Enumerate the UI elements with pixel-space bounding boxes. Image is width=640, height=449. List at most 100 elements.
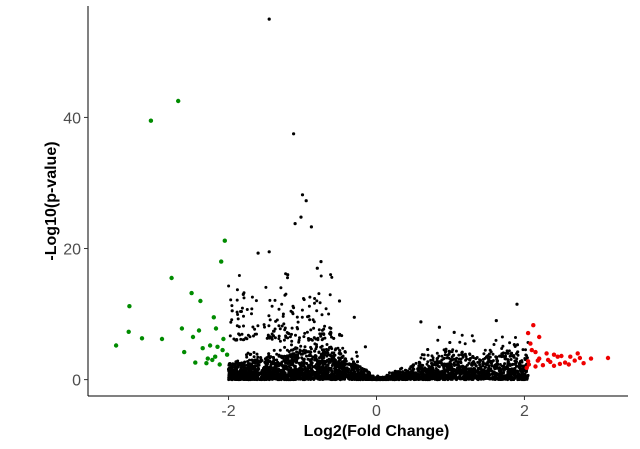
ns-point: [308, 373, 312, 377]
down-point: [207, 343, 213, 348]
ns-point: [227, 284, 231, 288]
ns-point: [283, 376, 287, 380]
ns-point: [455, 377, 459, 381]
ns-point: [518, 375, 522, 379]
ns-point: [524, 348, 527, 352]
down-point: [213, 354, 218, 359]
ns-point: [281, 312, 285, 316]
up-point: [551, 363, 557, 368]
ns-point: [492, 371, 496, 375]
x-tick-label: 0: [372, 403, 381, 420]
ns-point: [246, 351, 250, 355]
ns-point: [317, 350, 321, 354]
ns-point: [306, 377, 310, 381]
ns-point: [267, 314, 271, 318]
ns-point: [422, 373, 426, 377]
up-point: [533, 364, 538, 369]
ns-point: [311, 355, 315, 359]
y-tick-label: 40: [63, 110, 81, 127]
ns-point: [293, 374, 297, 378]
ns-point: [317, 377, 321, 381]
ns-point: [303, 345, 307, 349]
ns-point: [293, 378, 296, 381]
ns-point: [240, 332, 244, 336]
ns-point: [329, 273, 333, 277]
ns-point: [457, 353, 461, 357]
x-tick-label: -2: [221, 403, 235, 420]
ns-point: [447, 372, 451, 376]
ns-point: [319, 355, 323, 358]
ns-point: [306, 370, 309, 374]
ns-point: [248, 353, 252, 357]
ns-point: [464, 377, 467, 381]
ns-point: [277, 337, 281, 341]
up-point: [562, 360, 568, 365]
ns-point: [303, 331, 307, 335]
ns-point: [413, 376, 416, 380]
ns-point: [437, 354, 441, 358]
ns-point: [246, 374, 250, 378]
ns-point: [301, 349, 305, 353]
ns-point: [431, 358, 435, 362]
ns-point: [508, 354, 512, 358]
ns-point: [478, 363, 482, 367]
down-point: [190, 334, 196, 340]
up-point: [555, 354, 560, 359]
ns-point: [242, 324, 245, 328]
ns-point: [325, 343, 329, 346]
ns-point: [256, 324, 260, 328]
ns-point: [504, 351, 508, 355]
ns-point: [262, 367, 266, 371]
ns-point: [256, 355, 260, 359]
ns-point: [248, 362, 252, 366]
up-point: [540, 363, 546, 368]
ns-point: [400, 377, 404, 381]
ns-point: [328, 293, 332, 297]
ns-outlier-point: [437, 325, 441, 329]
ns-point: [318, 301, 322, 305]
ns-point: [330, 275, 334, 279]
ns-point: [460, 350, 464, 354]
ns-point: [313, 297, 317, 300]
up-point: [577, 355, 583, 361]
ns-point: [436, 378, 439, 382]
ns-point: [459, 360, 463, 364]
ns-point: [426, 371, 429, 374]
ns-point: [279, 373, 283, 376]
ns-point: [278, 339, 282, 343]
ns-point: [256, 366, 260, 370]
ns-point: [270, 361, 274, 365]
ns-point: [329, 330, 333, 334]
ns-point: [315, 309, 319, 313]
ns-point: [516, 350, 520, 354]
ns-point: [431, 363, 434, 367]
ns-point: [261, 373, 265, 377]
ns-point: [290, 310, 294, 314]
ns-point: [307, 364, 311, 368]
ns-point: [323, 353, 326, 357]
ns-point: [270, 332, 274, 336]
ns-point: [267, 370, 271, 374]
ns-point: [321, 359, 325, 362]
ns-point: [245, 308, 249, 311]
ns-point: [338, 357, 342, 361]
ns-point: [322, 372, 326, 376]
ns-point: [290, 326, 294, 330]
ns-point: [253, 374, 257, 378]
ns-outlier-point: [286, 273, 290, 277]
ns-point: [256, 361, 259, 365]
ns-point: [328, 376, 332, 380]
ns-point: [437, 365, 441, 369]
ns-point: [357, 377, 360, 381]
ns-point: [357, 371, 361, 375]
ns-point: [487, 358, 491, 362]
ns-point: [402, 371, 406, 375]
ns-point: [305, 362, 309, 365]
ns-point: [498, 363, 502, 366]
ns-point: [320, 328, 324, 332]
ns-point: [232, 373, 236, 377]
ns-point: [465, 363, 469, 367]
ns-point: [460, 370, 464, 374]
ns-point: [348, 377, 352, 381]
up-point: [531, 323, 536, 328]
